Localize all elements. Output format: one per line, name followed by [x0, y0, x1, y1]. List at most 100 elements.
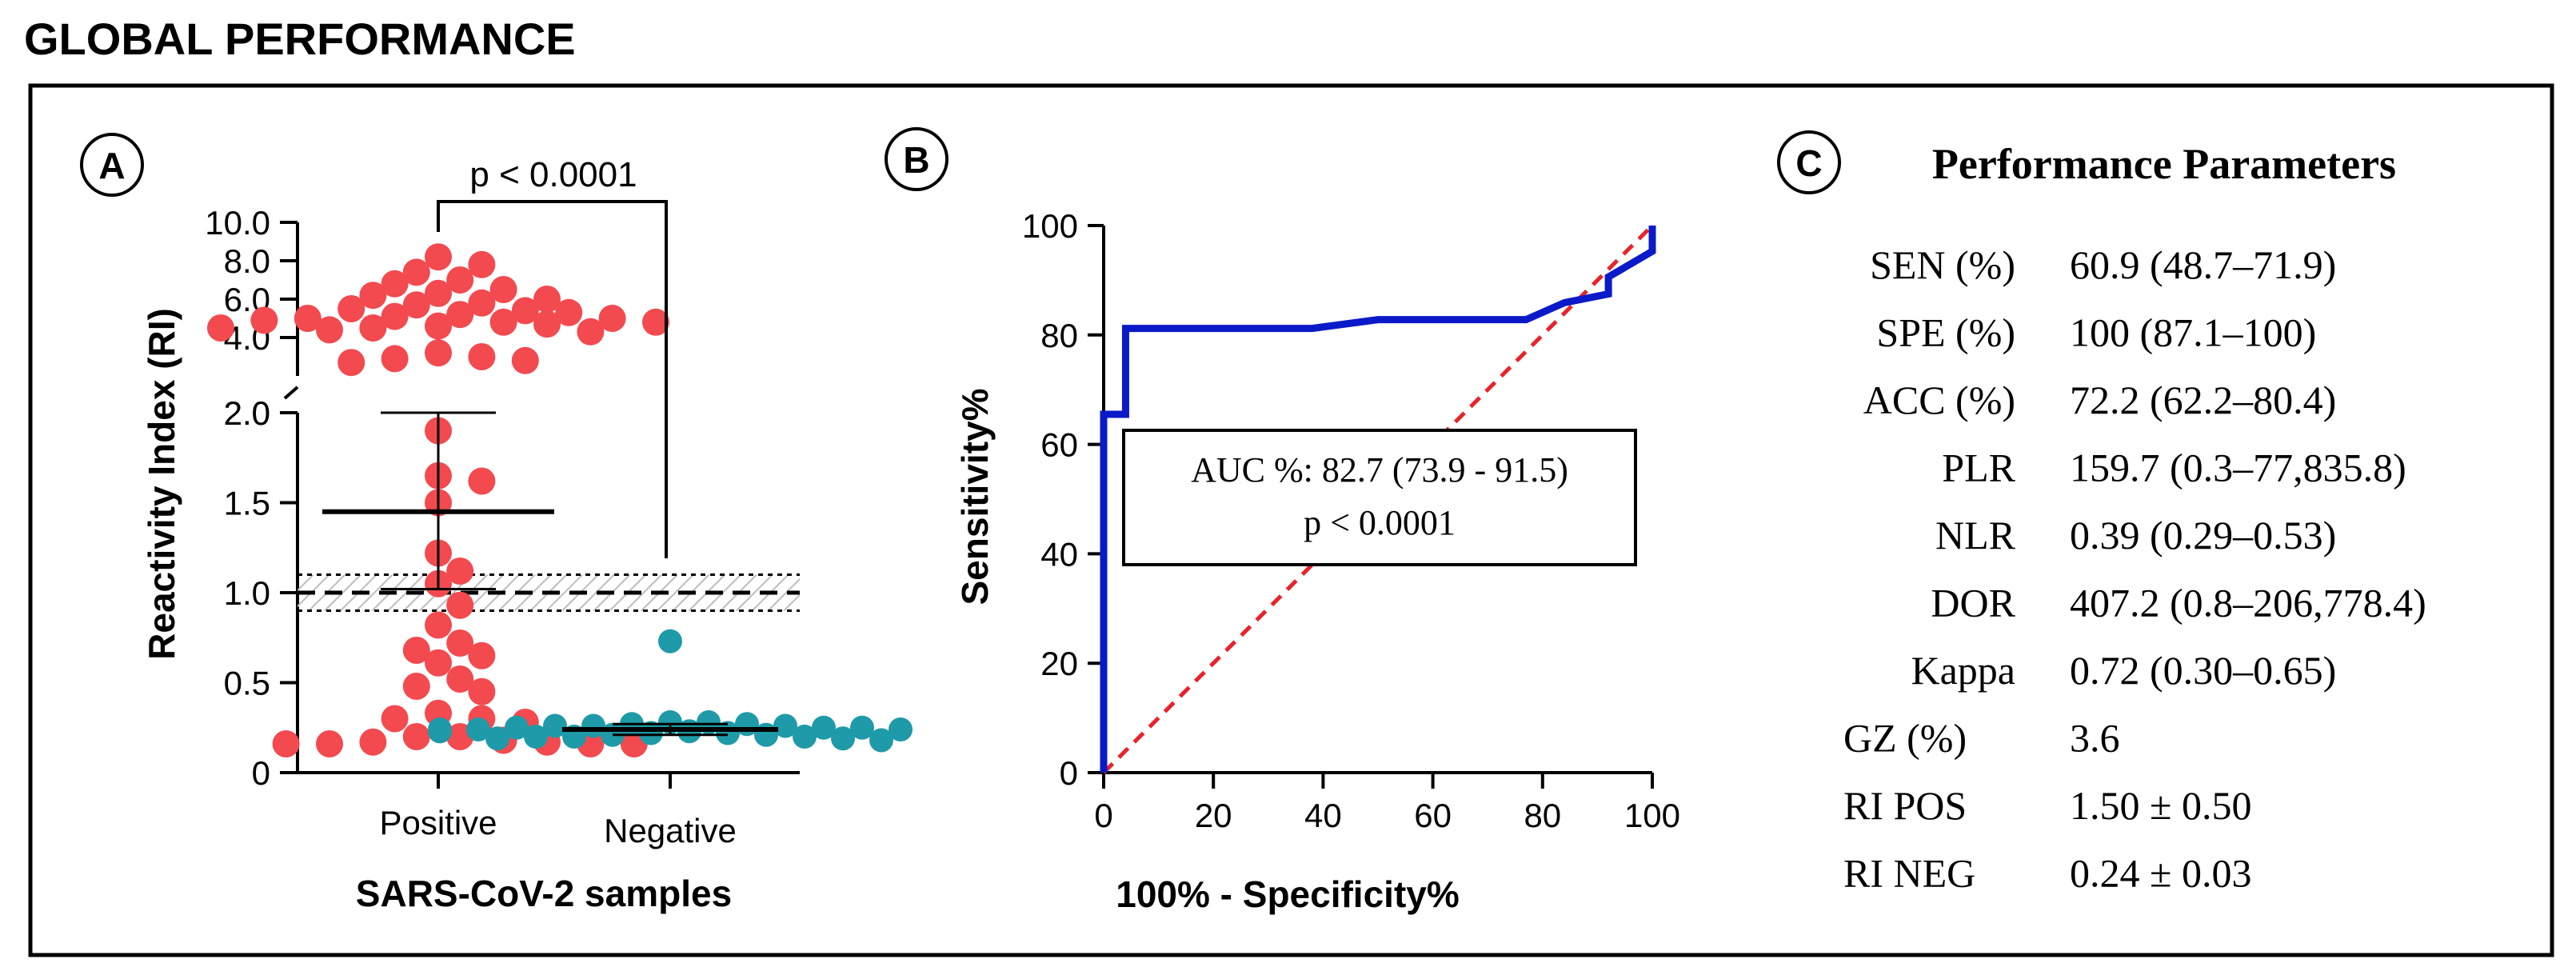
positive-sample-dot — [446, 629, 474, 657]
panel-c-label: C — [1795, 142, 1822, 184]
positive-sample-dot — [402, 291, 430, 319]
negative-sample-dot — [773, 713, 797, 738]
parameter-value: 159.7 (0.3–77,835.8) — [2070, 446, 2406, 490]
positive-sample-dot — [250, 306, 278, 334]
y-tick-label: 2.0 — [224, 394, 270, 432]
negative-sample-dot — [812, 715, 836, 740]
y-tick-label: 1.5 — [224, 485, 270, 522]
positive-sample-dot — [402, 258, 430, 286]
roc-y-tick-label: 100 — [1022, 207, 1078, 245]
panel-b-x-axis-title: 100% - Specificity% — [1116, 873, 1460, 915]
parameters-title: Performance Parameters — [1932, 140, 2396, 188]
positive-sample-dot — [316, 730, 343, 757]
parameters-table: SEN (%) 60.9 (48.7–71.9) SPE (%) 100 (87.1–… — [1843, 242, 2426, 896]
panel-a-x-axis-title: SARS-CoV-2 samples — [356, 873, 732, 914]
negative-sample-dot — [428, 719, 452, 744]
positive-sample-dot — [468, 467, 496, 495]
panel-b-axes: 0 20 40 60 80 100 0 20 40 60 80 100 — [1022, 207, 1680, 834]
positive-sample-dot — [446, 665, 474, 693]
negative-sample-dot — [831, 726, 855, 751]
roc-x-tick-label: 0 — [1094, 797, 1112, 834]
parameter-label: SEN (%) — [1870, 242, 2015, 287]
positive-sample-dot — [468, 677, 496, 705]
positive-sample-dot — [425, 649, 452, 677]
positive-sample-dot — [642, 308, 669, 336]
grey-zone — [298, 573, 800, 612]
panel-a-means — [322, 411, 778, 737]
x-tick-negative: Negative — [604, 812, 737, 849]
roc-x-tick-label: 20 — [1195, 797, 1232, 834]
negative-sample-dot — [889, 717, 913, 741]
y-tick-label: 1.0 — [224, 574, 270, 612]
panel-a-axes: 00.51.01.52.02.04.06.08.010.0 — [205, 204, 800, 792]
parameter-value: 1.50 ± 0.50 — [2070, 783, 2251, 828]
roc-y-tick-label: 40 — [1040, 535, 1078, 573]
parameter-label: PLR — [1942, 446, 2015, 490]
figure-frame — [28, 83, 2554, 957]
parameter-value: 100 (87.1–100) — [2070, 310, 2316, 355]
positive-sample-dot — [468, 641, 496, 669]
y-tick-label: 2.0 — [224, 394, 270, 432]
negative-sample-dot — [505, 715, 529, 740]
y-tick-label: 0.5 — [224, 665, 270, 702]
positive-sample-dot — [489, 308, 517, 336]
positive-sample-dot — [294, 305, 322, 332]
positive-sample-dot — [425, 611, 452, 639]
positive-sample-dot — [337, 349, 365, 377]
panel-a-y-axis-title: Reactivity Index (RI) — [141, 308, 182, 660]
panel-c-badge — [1777, 130, 1841, 194]
positive-sample-dot — [272, 730, 300, 757]
roc-p-value: p < 0.0001 — [1304, 503, 1456, 542]
positive-sample-dot — [468, 250, 496, 278]
roc-y-tick-label: 60 — [1040, 426, 1078, 464]
negative-sample-dot — [524, 725, 548, 749]
positive-sample-dot — [207, 314, 234, 342]
panel-b-lines — [1100, 224, 1656, 774]
axis-break-mark — [283, 386, 299, 400]
parameter-label: ACC (%) — [1863, 378, 2015, 422]
parameter-label: Kappa — [1911, 648, 2016, 693]
panel-a-badge — [80, 133, 144, 197]
positive-sample-dot — [381, 345, 409, 373]
panel-b-label: B — [903, 139, 929, 181]
panel-b: B 0 20 40 60 80 100 0 20 40 60 80 100 AUC %: 82.7 (… — [885, 127, 1680, 915]
positive-sample-dot — [425, 279, 452, 307]
parameter-label: GZ (%) — [1843, 716, 1967, 761]
roc-y-tick-label: 80 — [1040, 317, 1078, 354]
positive-sample-dot — [577, 318, 605, 346]
parameter-label: RI NEG — [1843, 851, 1975, 896]
roc-x-tick-label: 60 — [1414, 797, 1452, 834]
parameter-value: 0.24 ± 0.03 — [2070, 851, 2251, 896]
panel-a-dots — [207, 243, 913, 757]
positive-sample-dot — [489, 276, 517, 303]
positive-sample-dot — [402, 723, 430, 750]
roc-y-tick-label: 0 — [1060, 754, 1078, 792]
positive-sample-dot — [381, 270, 409, 298]
negative-sample-dot — [466, 717, 490, 741]
y-tick-label: 8.0 — [224, 242, 270, 280]
parameter-label: NLR — [1935, 513, 2016, 557]
parameter-value: 0.39 (0.29–0.53) — [2070, 513, 2336, 557]
negative-sample-dot — [754, 722, 778, 747]
significance-bracket — [437, 200, 668, 558]
roc-curve-line — [1100, 226, 1656, 773]
positive-sample-dot — [316, 316, 343, 344]
p-value-annotation: p < 0.0001 — [469, 155, 637, 194]
panel-b-badge — [885, 127, 949, 191]
positive-sample-dot — [468, 289, 496, 317]
panel-a-label: A — [98, 145, 125, 186]
parameter-value: 60.9 (48.7–71.9) — [2070, 242, 2336, 287]
positive-sample-dot — [337, 295, 365, 322]
y-tick-label: 10.0 — [205, 204, 270, 242]
x-tick-positive: Positive — [379, 804, 497, 841]
roc-y-tick-label: 20 — [1040, 645, 1078, 682]
parameter-label: DOR — [1931, 581, 2015, 625]
y-tick-label: 0 — [252, 754, 270, 792]
parameter-value: 72.2 (62.2–80.4) — [2070, 378, 2336, 422]
negative-sample-dot — [793, 725, 817, 749]
positive-sample-dot — [402, 637, 430, 664]
roc-x-tick-label: 40 — [1304, 797, 1342, 834]
parameter-value: 0.72 (0.30–0.65) — [2070, 648, 2336, 693]
positive-sample-dot — [359, 728, 387, 756]
negative-sample-dot — [850, 715, 874, 740]
